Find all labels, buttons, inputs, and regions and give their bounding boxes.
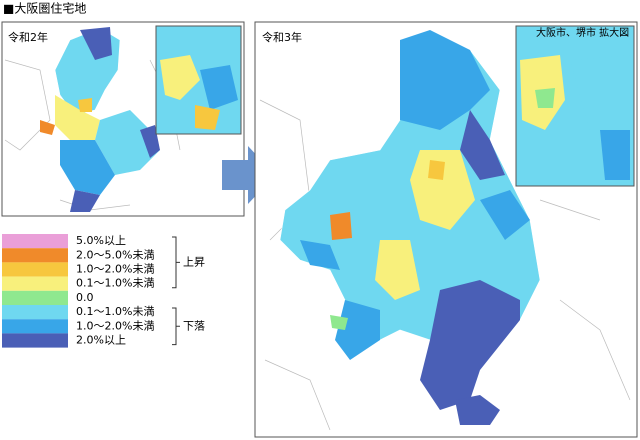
title: ■大阪圏住宅地	[3, 1, 86, 16]
legend-label: 1.0～2.0%未満	[76, 263, 154, 276]
right-inset-area	[570, 55, 630, 130]
legend: 5.0%以上2.0～5.0%未満1.0～2.0%未満0.1～1.0%未満0.00…	[2, 234, 205, 348]
legend-swatch	[2, 305, 68, 320]
right-map	[259, 29, 631, 431]
right-inset-area	[535, 88, 555, 108]
legend-swatch	[2, 276, 68, 291]
left-inset-area	[200, 65, 238, 110]
legend-label: 0.1～1.0%未満	[76, 277, 154, 290]
legend-swatch	[2, 248, 68, 263]
left-map	[4, 27, 181, 212]
left-inset-area	[195, 105, 220, 130]
legend-label: 1.0～2.0%未満	[76, 319, 154, 332]
arrow	[222, 146, 275, 204]
legend-swatch	[2, 290, 68, 305]
legend-bracket	[172, 307, 180, 346]
legend-group: 上昇	[183, 255, 205, 268]
legend-swatch	[2, 262, 68, 277]
legend-label: 5.0%以上	[76, 234, 126, 247]
legend-swatch	[2, 234, 68, 249]
panel-label: 令和3年	[262, 30, 302, 44]
legend-swatch	[2, 333, 68, 348]
legend-bracket	[172, 236, 180, 289]
legend-label: 0.1～1.0%未満	[76, 305, 154, 318]
legend-label: 2.0～5.0%未満	[76, 248, 154, 261]
legend-label: 0.0	[76, 291, 94, 304]
legend-label: 2.0%以上	[76, 334, 126, 347]
left-inset-area	[160, 55, 200, 100]
legend-group: 下落	[183, 319, 205, 332]
legend-swatch	[2, 319, 68, 334]
inset-label: 大阪市、堺市 拡大図	[536, 26, 629, 39]
panel-label: 令和2年	[8, 30, 48, 44]
right-inset-area	[600, 130, 630, 180]
